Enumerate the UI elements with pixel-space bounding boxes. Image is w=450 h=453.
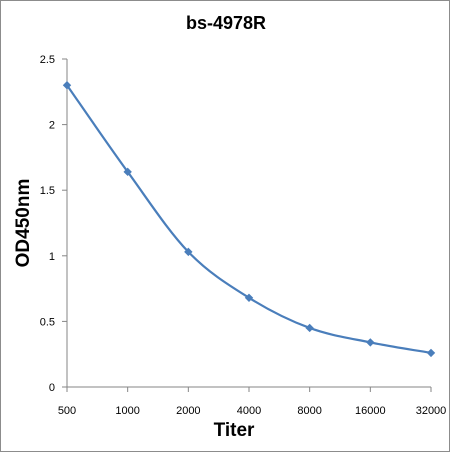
x-tick-label: 2000 <box>176 405 200 417</box>
x-tick-label: 16000 <box>355 405 386 417</box>
y-tick-label: 2.5 <box>40 54 55 66</box>
x-tick-label: 32000 <box>416 405 447 417</box>
data-point-marker <box>366 338 375 347</box>
y-axis-ticks: 0 0.5 1 1.5 2 2.5 <box>40 54 67 394</box>
data-point-marker <box>305 323 314 333</box>
x-tick-label: 500 <box>58 405 76 417</box>
y-tick-label: 2 <box>49 120 55 132</box>
y-tick-label: 0.5 <box>40 316 55 328</box>
x-tick-label: 4000 <box>237 405 261 417</box>
y-tick-label: 1.5 <box>40 185 55 197</box>
chart-title: bs-4978R <box>186 13 266 33</box>
data-point-marker <box>62 81 72 90</box>
data-point-marker <box>123 167 132 177</box>
data-point-marker <box>426 348 436 358</box>
series-markers <box>62 81 436 358</box>
x-tick-label: 8000 <box>297 405 321 417</box>
data-point-marker <box>244 293 254 302</box>
series-line <box>66 84 432 354</box>
data-point-marker <box>184 247 193 257</box>
y-axis-label: OD450nm <box>13 179 34 268</box>
y-tick-label: 1 <box>49 251 55 263</box>
x-axis-label: Titer <box>214 420 255 441</box>
y-tick-label: 0 <box>49 382 55 394</box>
x-tick-label: 1000 <box>115 405 139 417</box>
x-axis-ticks: 500 1000 2000 4000 8000 16000 32000 <box>58 387 446 417</box>
